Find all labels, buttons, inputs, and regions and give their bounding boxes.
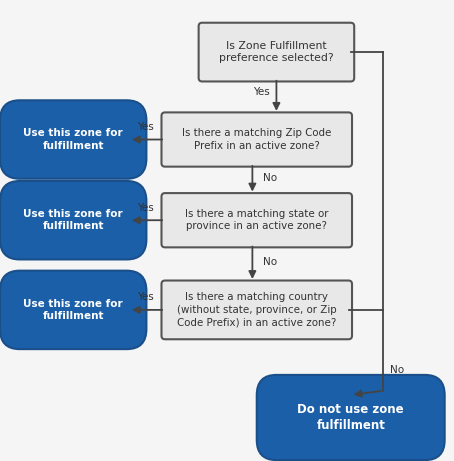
Text: Is Zone Fulfillment
preference selected?: Is Zone Fulfillment preference selected? [219, 41, 334, 63]
Text: Use this zone for
fulfillment: Use this zone for fulfillment [24, 209, 123, 231]
Text: Is there a matching Zip Code
Prefix in an active zone?: Is there a matching Zip Code Prefix in a… [182, 128, 331, 151]
FancyBboxPatch shape [199, 23, 354, 82]
FancyBboxPatch shape [257, 375, 444, 460]
Text: Yes: Yes [138, 122, 154, 132]
FancyBboxPatch shape [162, 281, 352, 339]
Text: Use this zone for
fulfillment: Use this zone for fulfillment [24, 299, 123, 321]
Text: No: No [263, 172, 277, 183]
Text: Yes: Yes [138, 203, 154, 213]
FancyBboxPatch shape [0, 100, 146, 179]
Text: No: No [390, 366, 404, 375]
Text: Is there a matching country
(without state, province, or Zip
Code Prefix) in an : Is there a matching country (without sta… [177, 292, 336, 327]
Text: No: No [263, 257, 277, 267]
FancyBboxPatch shape [0, 271, 146, 349]
FancyBboxPatch shape [0, 181, 146, 260]
Text: Is there a matching state or
province in an active zone?: Is there a matching state or province in… [185, 209, 329, 231]
FancyBboxPatch shape [162, 193, 352, 248]
Text: Yes: Yes [253, 88, 270, 97]
Text: Do not use zone
fulfillment: Do not use zone fulfillment [297, 403, 404, 432]
Text: Yes: Yes [138, 292, 154, 302]
Text: Use this zone for
fulfillment: Use this zone for fulfillment [24, 128, 123, 151]
FancyBboxPatch shape [162, 112, 352, 166]
